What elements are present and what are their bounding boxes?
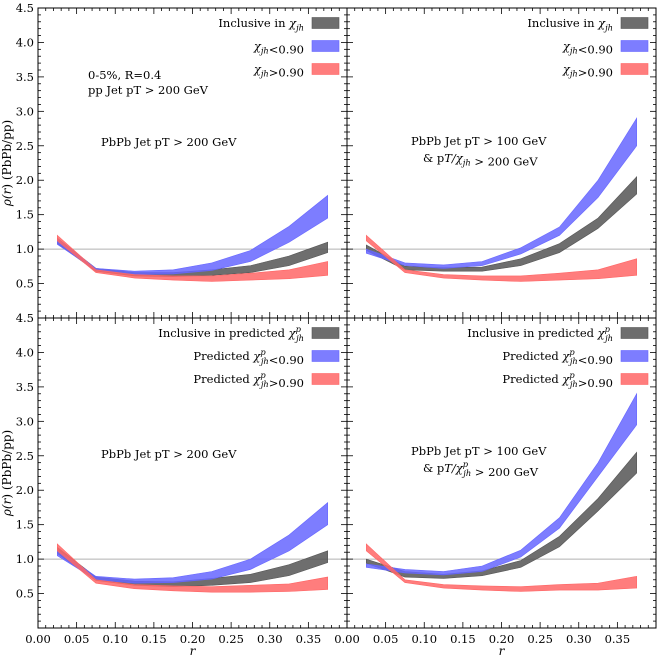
legend-label: χjh<0.90 bbox=[562, 39, 613, 56]
y-tick-label: 0.5 bbox=[16, 277, 34, 291]
legend-label: Inclusive in predicted χp jh bbox=[158, 324, 304, 343]
legend-swatch bbox=[311, 17, 340, 29]
y-tick-label: 1.5 bbox=[16, 518, 34, 532]
y-tick-label: 4.0 bbox=[16, 345, 34, 359]
legend-swatch bbox=[311, 350, 340, 362]
annotations: PbPb Jet pT > 200 GeV bbox=[101, 447, 237, 461]
y-tick-label: 3.5 bbox=[16, 70, 34, 84]
annotation-text: PbPb Jet pT > 200 GeV bbox=[101, 447, 237, 461]
x-tick-label: 0.30 bbox=[257, 632, 283, 646]
panel-top-right: Inclusive in χjh χjh<0.90 χjh>0.90 PbPb Jet… bbox=[346, 7, 657, 319]
annotation-text: PbPb Jet pT > 200 GeV bbox=[101, 135, 237, 149]
legend-swatch bbox=[311, 63, 340, 75]
legend-label: χjh>0.90 bbox=[253, 62, 304, 79]
y-tick-label: 4.0 bbox=[16, 35, 34, 49]
legend-label: χjh<0.90 bbox=[253, 39, 304, 56]
annotation-text: PbPb Jet pT > 100 GeV bbox=[411, 134, 547, 148]
y-tick-label: 2.0 bbox=[16, 173, 34, 187]
legend-label: Inclusive in χjh bbox=[527, 16, 613, 32]
panel-bottom-left: Inclusive in predicted χp jh Predicted χp j… bbox=[37, 317, 348, 629]
x-tick-label: 0.10 bbox=[411, 632, 437, 646]
x-axis-label: r bbox=[499, 644, 506, 658]
bands bbox=[57, 501, 328, 593]
y-tick-label: 2.5 bbox=[16, 449, 34, 463]
y-tick-label: 1.5 bbox=[16, 208, 34, 222]
legend-label: Predicted χp jh<0.90 bbox=[502, 347, 613, 367]
x-tick-label: 0.05 bbox=[373, 632, 399, 646]
legend-swatch bbox=[620, 373, 649, 385]
x-axis-label: r bbox=[190, 644, 197, 658]
x-tick-label: 0.10 bbox=[102, 632, 128, 646]
y-tick-label: 3.5 bbox=[16, 380, 34, 394]
x-tick-label: 0.20 bbox=[489, 632, 515, 646]
y-tick-label: 1.0 bbox=[16, 242, 34, 256]
annotations: PbPb Jet pT > 100 GeV & pT/χjh > 200 GeV bbox=[411, 134, 547, 168]
panel-bottom-right: Inclusive in predicted χp jh Predicted χp j… bbox=[346, 317, 657, 629]
legend-label: χjh>0.90 bbox=[562, 62, 613, 79]
x-tick-label: 0.15 bbox=[450, 632, 476, 646]
x-tick-label: 0.00 bbox=[334, 632, 360, 646]
y-tick-label: 4.5 bbox=[16, 311, 34, 325]
y-axis-label: ρ(r) (PbPb/pp) bbox=[0, 430, 14, 517]
legend: Inclusive in χjh χjh<0.90 χjh>0.90 bbox=[527, 16, 649, 79]
band-series-3 bbox=[57, 234, 328, 282]
y-axis-label: ρ(r) (PbPb/pp) bbox=[0, 120, 14, 207]
y-tick-label: 0.5 bbox=[16, 587, 34, 601]
bands bbox=[366, 117, 637, 282]
annotations: 0-5%, R=0.4pp Jet pT > 200 GeV PbPb Jet p… bbox=[88, 68, 237, 149]
x-tick-label: 0.25 bbox=[527, 632, 553, 646]
x-tick-label: 0.15 bbox=[141, 632, 167, 646]
panels-layer: Inclusive in χjh χjh<0.90 χjh>0.90 0-5%, R=… bbox=[37, 7, 657, 629]
axes-text-layer: 0.5 1.0 1.5 2.0 2.5 3.0 3.5 4.0 4.5 0.5 1.0 1.5 2.0 2… bbox=[0, 1, 630, 658]
band-series-2 bbox=[366, 117, 637, 269]
band-series-2 bbox=[366, 392, 637, 576]
x-tick-label: 0.35 bbox=[605, 632, 631, 646]
y-tick-label: 2.5 bbox=[16, 139, 34, 153]
x-tick-label: 0.00 bbox=[25, 632, 51, 646]
legend-label: Predicted χp jh>0.90 bbox=[502, 370, 613, 390]
legend-swatch bbox=[620, 63, 649, 75]
legend-label: Predicted χp jh<0.90 bbox=[193, 347, 304, 367]
legend-swatch bbox=[620, 17, 649, 29]
legend-swatch bbox=[620, 40, 649, 52]
legend: Inclusive in predicted χp jh Predicted χp j… bbox=[467, 324, 649, 390]
annotation-text: & pT/χp jh > 200 GeV bbox=[423, 459, 539, 479]
x-tick-label: 0.35 bbox=[296, 632, 322, 646]
legend-swatch bbox=[311, 40, 340, 52]
band-series-3 bbox=[366, 234, 637, 282]
legend: Inclusive in predicted χp jh Predicted χp j… bbox=[158, 324, 340, 390]
y-tick-label: 2.0 bbox=[16, 483, 34, 497]
legend-label: Inclusive in predicted χp jh bbox=[467, 324, 613, 343]
legend: Inclusive in χjh χjh<0.90 χjh>0.90 bbox=[218, 16, 340, 79]
y-tick-label: 4.5 bbox=[16, 1, 34, 15]
legend-swatch bbox=[620, 350, 649, 362]
y-tick-label: 1.0 bbox=[16, 552, 34, 566]
legend-label: Predicted χp jh>0.90 bbox=[193, 370, 304, 390]
band-series-3 bbox=[57, 543, 328, 593]
band-series-2 bbox=[57, 501, 328, 584]
y-tick-label: 3.0 bbox=[16, 414, 34, 428]
annotation-text: PbPb Jet pT > 100 GeV bbox=[411, 444, 547, 458]
legend-swatch bbox=[620, 327, 649, 339]
annotations: PbPb Jet pT > 100 GeV& pT/χp jh > 200 GeV bbox=[411, 444, 547, 479]
annotation-text: & pT/χjh > 200 GeV bbox=[423, 151, 538, 168]
band-series-3 bbox=[366, 543, 637, 592]
annotation-text: pp Jet pT > 200 GeV bbox=[88, 83, 209, 97]
x-tick-label: 0.25 bbox=[218, 632, 244, 646]
annotation-text: 0-5%, R=0.4 bbox=[88, 68, 161, 82]
panel-top-left: Inclusive in χjh χjh<0.90 χjh>0.90 0-5%, R=… bbox=[37, 7, 348, 319]
y-tick-label: 3.0 bbox=[16, 104, 34, 118]
x-tick-label: 0.30 bbox=[566, 632, 592, 646]
bands bbox=[57, 194, 328, 282]
x-tick-label: 0.20 bbox=[180, 632, 206, 646]
legend-label: Inclusive in χjh bbox=[218, 16, 304, 32]
x-tick-label: 0.05 bbox=[64, 632, 90, 646]
legend-swatch bbox=[311, 327, 340, 339]
bands bbox=[366, 392, 637, 592]
panel-frame bbox=[346, 317, 657, 629]
legend-swatch bbox=[311, 373, 340, 385]
